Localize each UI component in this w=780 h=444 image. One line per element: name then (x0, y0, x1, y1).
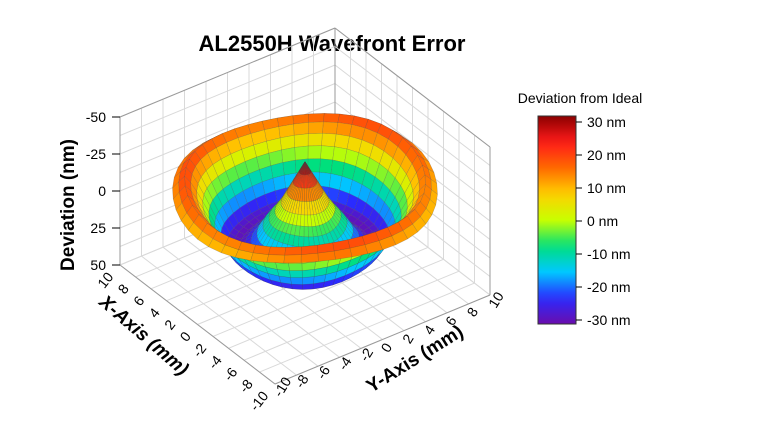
surface-facet (298, 235, 305, 248)
surface-facet (303, 214, 309, 227)
surface-facet (307, 121, 324, 134)
surface-facet (319, 158, 333, 174)
y-tick-label: -4 (334, 354, 354, 373)
surface-facet (339, 175, 353, 194)
surface-facet (321, 133, 337, 147)
surface-facet (293, 133, 309, 148)
colorbar-tick-label: 20 nm (587, 147, 626, 163)
surface-facet (322, 121, 339, 135)
surface-mesh (172, 113, 438, 290)
surface-facet (299, 161, 306, 175)
surface-facet (316, 179, 324, 191)
surface-facet (317, 250, 336, 262)
surface-facet (425, 198, 437, 216)
y-tick-label: 8 (463, 304, 481, 319)
surface-facet (250, 252, 269, 263)
surface-facet (304, 161, 312, 174)
surface-facet (368, 207, 380, 225)
colorbar-ticks: 30 nm 20 nm 10 nm 0 nm -10 nm -20 nm -30 nm (576, 114, 631, 328)
surface-facet (282, 159, 297, 176)
surface-facet (394, 165, 407, 186)
colorbar-tick-label: 10 nm (587, 180, 626, 196)
y-tick-label: -8 (291, 371, 311, 390)
surface-facet (364, 240, 383, 255)
surface-facet (266, 254, 286, 264)
x-tick-label: 2 (161, 316, 179, 332)
surface-facet (323, 113, 340, 123)
surface-facet (373, 132, 389, 152)
colorbar-tick-label: 0 nm (587, 213, 618, 229)
surface-facet (307, 145, 322, 160)
surface-facet (327, 196, 335, 206)
surface-facet (300, 252, 319, 263)
surface-facet (298, 161, 306, 172)
colorbar-tick-label: -10 nm (587, 246, 631, 262)
surface-facet (304, 161, 312, 174)
surface-facet (290, 277, 303, 285)
surface-facet (307, 133, 323, 147)
surface-facet (289, 270, 303, 278)
y-tick-label: -2 (356, 345, 376, 364)
surface-facet (281, 147, 296, 163)
surface-facet (398, 192, 408, 212)
colorbar-title: Deviation from Ideal (518, 90, 643, 106)
surface-facet (337, 113, 355, 125)
surface-facet (304, 161, 312, 172)
z-tick-label: -25 (86, 146, 106, 162)
surface-facet (404, 181, 414, 202)
surface-facet (394, 184, 405, 205)
x-tick-label: 6 (130, 293, 148, 309)
chart-title: AL2550H Wavefront Error (199, 31, 466, 56)
colorbar-tick-label: 30 nm (587, 114, 626, 130)
x-tick-label: -2 (189, 340, 209, 360)
surface-facet (357, 227, 368, 236)
y-tick-label: -6 (313, 363, 333, 382)
surface-facet (304, 161, 312, 171)
z-tick-label: -50 (86, 109, 106, 125)
x-tick-label: 4 (145, 305, 163, 321)
colorbar-tick-label: -30 nm (587, 312, 631, 328)
x-tick-label: -6 (220, 364, 240, 384)
surface-facet (308, 113, 325, 123)
z-tick-label: 25 (90, 220, 106, 236)
surface-facet (405, 198, 414, 215)
surface-facet (320, 145, 335, 161)
surface-facet (335, 122, 353, 137)
surface-facet (334, 209, 342, 220)
surface-facet (304, 201, 308, 216)
surface-facet (299, 161, 306, 175)
surface-facet (284, 246, 302, 256)
z-axis-title: Deviation (nm) (58, 139, 79, 271)
surface-facet (378, 235, 397, 251)
surface-facet (299, 214, 305, 227)
x-tick-label: -8 (236, 376, 256, 396)
y-tick-label: 2 (399, 331, 417, 346)
surface-facet (301, 161, 306, 175)
surface-facet (358, 184, 372, 204)
surface-facet (293, 122, 309, 136)
surface-facet (275, 262, 290, 271)
x-tick-label: 0 (176, 328, 194, 344)
z-tick-label: 0 (98, 183, 106, 199)
surface-facet (283, 254, 302, 264)
surface-facet (288, 263, 303, 271)
y-tick-label: 10 (485, 289, 507, 311)
colorbar (537, 115, 577, 325)
surface-facet (328, 173, 343, 191)
y-axis-title: Y-Axis (mm) (363, 321, 467, 397)
surface-facet (268, 246, 286, 256)
surface-facet (302, 276, 315, 285)
y-tick-label: 0 (377, 340, 395, 355)
z-tick-label: 50 (90, 257, 106, 273)
surface-facet (303, 226, 309, 238)
x-tick-label: -4 (205, 352, 225, 372)
colorbar-tick-label: -20 nm (587, 279, 631, 295)
surface-facet (334, 133, 350, 150)
surface-facet (291, 283, 303, 290)
surface-facet (304, 187, 308, 202)
surface-facet (294, 145, 309, 161)
x-tick-label: 8 (114, 281, 132, 297)
surface-facet (411, 155, 423, 174)
